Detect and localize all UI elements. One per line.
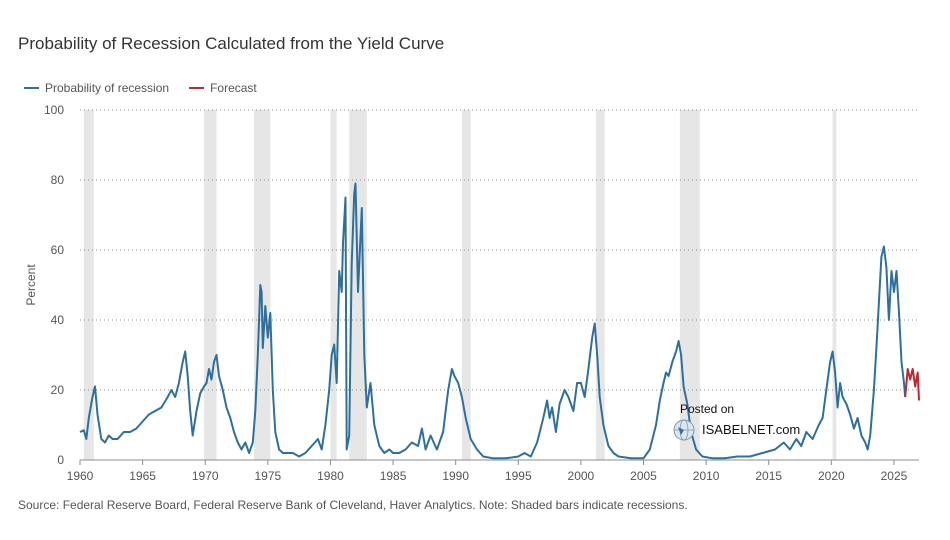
- x-tick-label-1985: 1985: [380, 469, 407, 483]
- y-tick-label-60: 60: [51, 243, 65, 257]
- source-note: Source: Federal Reserve Board, Federal R…: [18, 498, 688, 512]
- series-line-forecast: [904, 368, 920, 401]
- legend-label-forecast: Forecast: [210, 81, 257, 95]
- x-tick-label-1970: 1970: [192, 469, 219, 483]
- watermark-posted-text: Posted on: [680, 402, 735, 416]
- recession-bar-3: [330, 110, 337, 460]
- x-tick-label-2015: 2015: [755, 469, 782, 483]
- y-tick-label-40: 40: [51, 313, 65, 327]
- x-tick-label-1960: 1960: [67, 469, 94, 483]
- legend-swatch-forecast: [189, 87, 205, 89]
- x-tick-label-1995: 1995: [505, 469, 532, 483]
- x-tick-label-2020: 2020: [818, 469, 845, 483]
- y-tick-label-0: 0: [57, 453, 64, 467]
- x-tick-label-1990: 1990: [442, 469, 469, 483]
- x-tick-label-2000: 2000: [568, 469, 595, 483]
- recession-bar-5: [461, 110, 471, 460]
- watermark-site-text: ISABELNET.com: [702, 422, 801, 437]
- recession-bar-6: [595, 110, 605, 460]
- legend-swatch-probability: [24, 87, 39, 89]
- y-axis-label: Percent: [24, 264, 38, 306]
- x-tick-label-2010: 2010: [693, 469, 720, 483]
- y-tick-label-20: 20: [51, 383, 65, 397]
- legend-label-probability: Probability of recession: [45, 81, 170, 95]
- globe-icon: [673, 419, 695, 441]
- recession-bar-1: [203, 110, 217, 460]
- chart-title: Probability of Recession Calculated from…: [18, 34, 445, 53]
- x-tick-label-2005: 2005: [630, 469, 657, 483]
- recession-bar-8: [832, 110, 837, 460]
- x-tick-label-1980: 1980: [317, 469, 344, 483]
- y-tick-label-80: 80: [51, 173, 65, 187]
- chart-legend: Probability of recession Forecast: [24, 81, 277, 95]
- x-tick-label-1975: 1975: [254, 469, 281, 483]
- recession-bar-7: [679, 110, 700, 460]
- recession-bar-2: [254, 110, 271, 460]
- series-line-probability: [79, 182, 907, 460]
- legend-item-forecast[interactable]: Forecast: [189, 81, 257, 95]
- x-tick-label-2025: 2025: [881, 469, 908, 483]
- x-tick-label-1965: 1965: [129, 469, 156, 483]
- legend-item-probability[interactable]: Probability of recession: [24, 81, 169, 95]
- recession-bar-0: [83, 110, 94, 460]
- y-tick-label-100: 100: [44, 103, 64, 117]
